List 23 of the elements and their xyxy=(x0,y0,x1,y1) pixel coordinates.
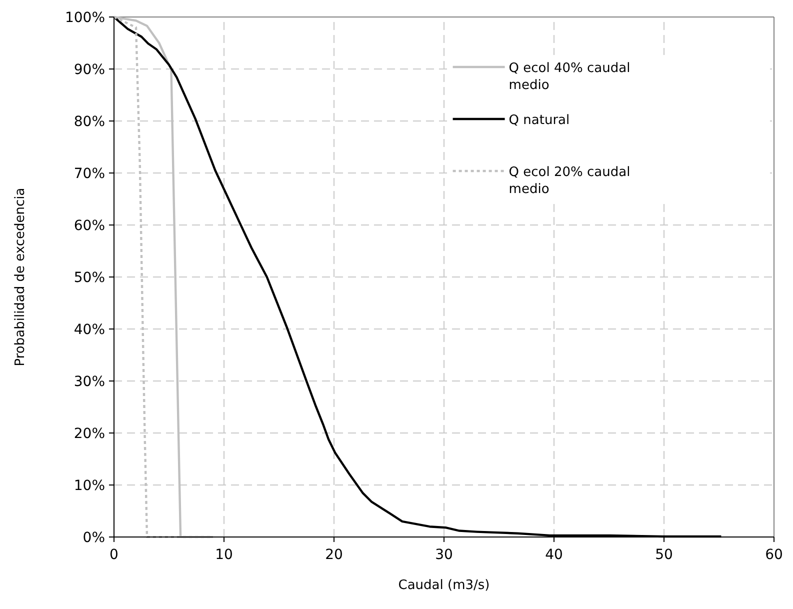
legend-label: Q ecol 20% caudal medio xyxy=(508,165,630,197)
y-tick-label: 0% xyxy=(82,530,105,546)
y-tick-label: 30% xyxy=(74,374,105,390)
x-tick-label: 50 xyxy=(655,547,673,563)
x-tick-label: 10 xyxy=(215,547,233,563)
y-tick-label: 10% xyxy=(74,478,105,494)
legend-label: Q ecol 40% caudal medio xyxy=(508,61,630,93)
y-tick-label: 70% xyxy=(74,166,105,182)
x-tick-label: 20 xyxy=(325,547,343,563)
x-tick-label: 40 xyxy=(545,547,563,563)
y-tick-label: 90% xyxy=(74,62,105,78)
x-axis-title: Caudal (m3/s) xyxy=(398,578,490,593)
y-axis-title: Probabilidad de excedencia xyxy=(13,188,28,366)
y-tick-label: 20% xyxy=(74,426,105,442)
x-tick-label: 60 xyxy=(765,547,783,563)
y-tick-label: 40% xyxy=(74,322,105,338)
legend-label: Q natural xyxy=(508,113,570,128)
x-tick-label: 0 xyxy=(110,547,118,563)
y-tick-label: 60% xyxy=(74,218,105,234)
x-tick-label: 30 xyxy=(435,547,453,563)
y-tick-label: 80% xyxy=(74,114,105,130)
y-tick-label: 100% xyxy=(64,10,105,26)
y-tick-label: 50% xyxy=(74,270,105,286)
